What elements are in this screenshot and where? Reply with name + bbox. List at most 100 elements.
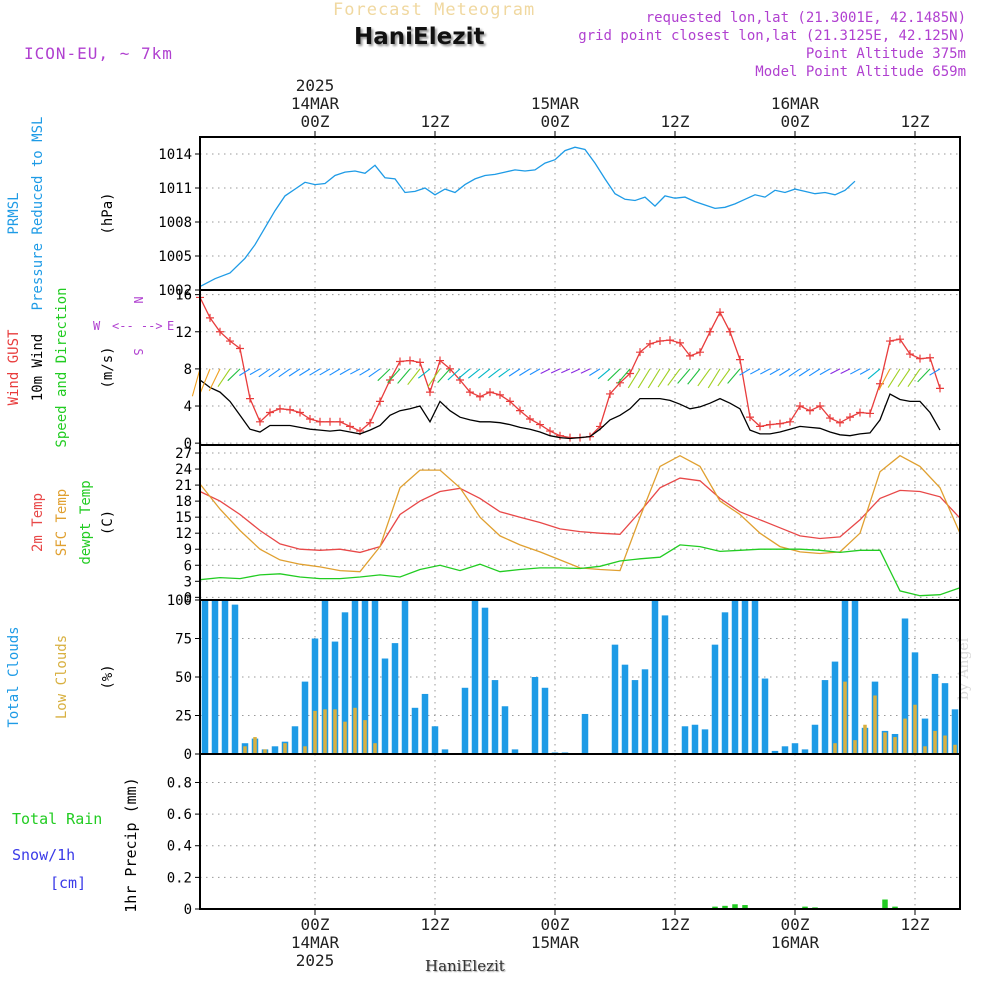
- panel-unit-clouds: (%): [100, 664, 116, 689]
- low-clouds-bar: [863, 724, 867, 754]
- wind-direction-arrow: [717, 368, 731, 387]
- low-clouds-bar: [843, 681, 847, 754]
- total-clouds-bar: [461, 687, 469, 754]
- wind-direction-arrow: [859, 368, 871, 375]
- total-rain-bar: [732, 904, 738, 909]
- y-tick-label: 0: [184, 436, 192, 452]
- wind-direction-arrow: [350, 368, 361, 375]
- y-tick-label: 21: [175, 478, 192, 494]
- total-clouds-bar: [421, 693, 429, 754]
- low-clouds-bar: [883, 732, 887, 754]
- 10m-wind-line: [199, 379, 941, 440]
- gust-marker: [626, 369, 634, 378]
- wind-direction-arrow: [929, 368, 941, 376]
- gust-marker: [396, 357, 404, 366]
- total-clouds-bar: [201, 600, 209, 754]
- panel-label-pressure-2: Pressure Reduced to MSL: [30, 117, 46, 311]
- total-clouds-bar: [511, 749, 519, 754]
- low-clouds-bar: [903, 718, 907, 754]
- wind-direction-arrow: [597, 368, 611, 380]
- y-tick-label: 0.6: [167, 807, 192, 823]
- wind-direction-arrow: [607, 368, 621, 382]
- wind-direction-arrow: [407, 368, 421, 385]
- gust-marker: [296, 408, 304, 417]
- gust-marker: [866, 409, 874, 418]
- gust-marker: [676, 338, 684, 347]
- total-clouds-bar: [731, 600, 739, 754]
- wind-direction-arrow: [897, 368, 911, 388]
- y-tick-label: 25: [175, 709, 192, 725]
- wind-direction-arrow: [227, 368, 241, 382]
- panel-unit-pressure: (hPa): [100, 192, 116, 234]
- wind-direction-arrow: [397, 368, 411, 384]
- dewpt-temp-line: [199, 544, 961, 597]
- total-rain-bar: [802, 906, 808, 909]
- total-clouds-bar: [581, 713, 589, 754]
- y-tick-label: 8: [184, 362, 192, 378]
- gust-marker: [266, 408, 274, 417]
- gust-marker: [216, 327, 224, 336]
- wind-direction-arrow: [840, 368, 851, 375]
- top-date-label: 16MAR: [771, 94, 820, 113]
- low-clouds-bar: [313, 710, 317, 754]
- low-clouds-bar: [923, 746, 927, 754]
- wind-direction-arrow: [339, 368, 351, 376]
- wind-direction-arrow: [191, 368, 201, 397]
- total-clouds-bar: [541, 687, 549, 754]
- total-clouds-bar: [691, 724, 699, 754]
- gust-marker: [406, 356, 414, 365]
- gust-marker: [666, 336, 674, 345]
- y-tick-label: 50: [175, 670, 192, 686]
- wind-direction-arrow: [417, 368, 431, 379]
- wind-direction-arrow: [760, 368, 771, 375]
- low-clouds-bar: [343, 721, 347, 754]
- total-clouds-bar: [801, 749, 809, 754]
- wind-direction-arrow: [208, 368, 221, 392]
- wind-direction-arrow: [707, 368, 721, 389]
- gust-marker: [546, 427, 554, 436]
- wind-direction-arrow: [519, 368, 531, 376]
- low-clouds-bar: [913, 704, 917, 754]
- wind-direction-arrow: [529, 368, 541, 376]
- total-clouds-bar: [681, 726, 689, 754]
- gust-marker: [316, 417, 324, 426]
- total-clouds-bar: [771, 750, 779, 754]
- gust-marker: [896, 335, 904, 344]
- top-hour-label: 12Z: [901, 112, 930, 131]
- top-date-label: 14MAR: [291, 94, 340, 113]
- y-tick-label: 18: [175, 494, 192, 510]
- total-clouds-bar: [411, 707, 419, 754]
- total-clouds-bar: [431, 726, 439, 754]
- panel-label-temperature-1: 2m Temp: [30, 493, 46, 552]
- low-clouds-bar: [833, 743, 837, 754]
- gust-marker: [226, 337, 234, 346]
- gust-marker: [416, 358, 424, 367]
- panel-label-temperature-3: dewpt Temp: [78, 480, 94, 564]
- wind-direction-arrow: [288, 368, 301, 377]
- compass-north: N: [131, 296, 145, 303]
- total-clouds-bar: [491, 680, 499, 754]
- total-clouds-bar: [901, 618, 909, 754]
- y-tick-label: 27: [175, 446, 192, 462]
- wind-direction-arrow: [508, 368, 521, 377]
- wind-direction-arrow: [268, 368, 281, 378]
- gust-marker: [836, 418, 844, 427]
- y-tick-label: 1014: [158, 147, 192, 163]
- y-tick-label: 0: [184, 902, 192, 918]
- total-clouds-bar: [951, 709, 959, 754]
- bottom-hour-label: 12Z: [421, 915, 450, 934]
- total-clouds-bar: [481, 607, 489, 754]
- y-tick-label: 0.2: [167, 870, 192, 886]
- total-clouds-bar: [231, 604, 239, 754]
- total-clouds-bar: [381, 658, 389, 754]
- y-tick-label: 0: [184, 747, 192, 763]
- total-clouds-bar: [751, 600, 759, 754]
- gust-marker: [756, 422, 764, 431]
- wind-direction-arrow: [677, 368, 691, 384]
- gust-marker: [436, 356, 444, 365]
- wind-direction-arrow: [627, 368, 641, 389]
- total-clouds-bar: [841, 600, 849, 754]
- total-rain-bar: [882, 899, 888, 909]
- y-tick-label: 1002: [158, 283, 192, 299]
